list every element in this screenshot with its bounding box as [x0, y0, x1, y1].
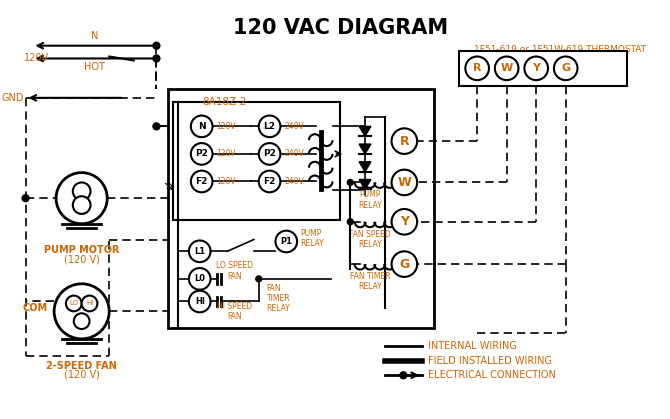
Circle shape: [56, 173, 107, 224]
Text: FAN
TIMER
RELAY: FAN TIMER RELAY: [267, 284, 290, 313]
Text: LO: LO: [69, 300, 78, 306]
Circle shape: [54, 284, 109, 339]
Circle shape: [256, 276, 262, 282]
Text: 120V: 120V: [216, 177, 236, 186]
Bar: [168, 89, 434, 328]
Circle shape: [259, 116, 280, 137]
Circle shape: [400, 372, 407, 379]
Circle shape: [153, 123, 160, 130]
Text: R: R: [473, 63, 482, 73]
Polygon shape: [359, 162, 371, 172]
Circle shape: [191, 116, 212, 137]
Text: FAN SPEED
RELAY: FAN SPEED RELAY: [349, 230, 391, 249]
Text: HI SPEED
FAN: HI SPEED FAN: [216, 302, 252, 321]
Text: F2: F2: [196, 177, 208, 186]
Text: G: G: [399, 258, 409, 271]
Text: (120 V): (120 V): [64, 370, 100, 379]
Text: P2: P2: [195, 150, 208, 158]
Text: 2-SPEED FAN: 2-SPEED FAN: [46, 360, 117, 370]
Circle shape: [191, 143, 212, 165]
Text: N: N: [198, 122, 206, 131]
Bar: [460, 51, 626, 86]
Circle shape: [74, 313, 90, 329]
Text: ELECTRICAL CONNECTION: ELECTRICAL CONNECTION: [428, 370, 556, 380]
Circle shape: [153, 55, 160, 62]
Text: 240V: 240V: [284, 150, 304, 158]
Polygon shape: [359, 144, 371, 154]
Circle shape: [391, 251, 417, 277]
Circle shape: [391, 209, 417, 235]
Circle shape: [391, 170, 417, 195]
Circle shape: [189, 268, 210, 290]
Text: COM: COM: [22, 303, 47, 313]
Text: (120 V): (120 V): [64, 254, 100, 264]
Polygon shape: [359, 179, 371, 189]
Circle shape: [347, 179, 353, 185]
Text: HOT: HOT: [84, 62, 105, 72]
Circle shape: [82, 295, 97, 311]
Circle shape: [466, 57, 489, 80]
Circle shape: [525, 57, 548, 80]
Text: LO SPEED
FAN: LO SPEED FAN: [216, 261, 253, 281]
Circle shape: [189, 241, 210, 262]
Circle shape: [554, 57, 578, 80]
Bar: [173, 102, 340, 220]
Text: W: W: [397, 176, 411, 189]
Text: 8A18Z-2: 8A18Z-2: [202, 97, 247, 107]
Text: FIELD INSTALLED WIRING: FIELD INSTALLED WIRING: [428, 356, 552, 365]
Text: INTERNAL WIRING: INTERNAL WIRING: [428, 341, 517, 351]
Text: P1: P1: [280, 237, 292, 246]
Text: Y: Y: [400, 215, 409, 228]
Text: PUMP MOTOR: PUMP MOTOR: [44, 246, 119, 256]
Text: P2: P2: [263, 150, 276, 158]
Text: L0: L0: [194, 274, 205, 283]
Circle shape: [259, 143, 280, 165]
Polygon shape: [359, 127, 371, 136]
Text: HI: HI: [86, 300, 93, 306]
Circle shape: [495, 57, 519, 80]
Text: F2: F2: [263, 177, 276, 186]
Circle shape: [73, 182, 90, 200]
Text: 240V: 240V: [284, 177, 304, 186]
Circle shape: [391, 128, 417, 154]
Text: 120V: 120V: [216, 150, 236, 158]
Text: N: N: [90, 31, 98, 41]
Text: HI: HI: [195, 297, 204, 306]
Text: GND: GND: [1, 93, 23, 103]
Text: G: G: [561, 63, 570, 73]
Text: L1: L1: [194, 247, 205, 256]
Text: 1F51-619 or 1F51W-619 THERMOSTAT: 1F51-619 or 1F51W-619 THERMOSTAT: [474, 45, 646, 54]
Circle shape: [275, 230, 297, 252]
Text: PUMP
RELAY: PUMP RELAY: [358, 190, 382, 210]
Circle shape: [347, 219, 353, 225]
Text: FAN TIMER
RELAY: FAN TIMER RELAY: [350, 272, 390, 291]
Text: PUMP
RELAY: PUMP RELAY: [300, 229, 324, 248]
Text: 120 VAC DIAGRAM: 120 VAC DIAGRAM: [233, 18, 448, 38]
Circle shape: [189, 291, 210, 312]
Circle shape: [191, 171, 212, 192]
Circle shape: [22, 195, 29, 202]
Text: 120V: 120V: [216, 122, 236, 131]
Text: L2: L2: [263, 122, 275, 131]
Circle shape: [66, 295, 82, 311]
Circle shape: [259, 171, 280, 192]
Text: Y: Y: [532, 63, 540, 73]
Text: 240V: 240V: [284, 122, 304, 131]
Text: R: R: [399, 134, 409, 147]
Text: W: W: [500, 63, 513, 73]
Text: 120V: 120V: [23, 54, 49, 63]
Circle shape: [153, 42, 160, 49]
Circle shape: [73, 196, 90, 214]
